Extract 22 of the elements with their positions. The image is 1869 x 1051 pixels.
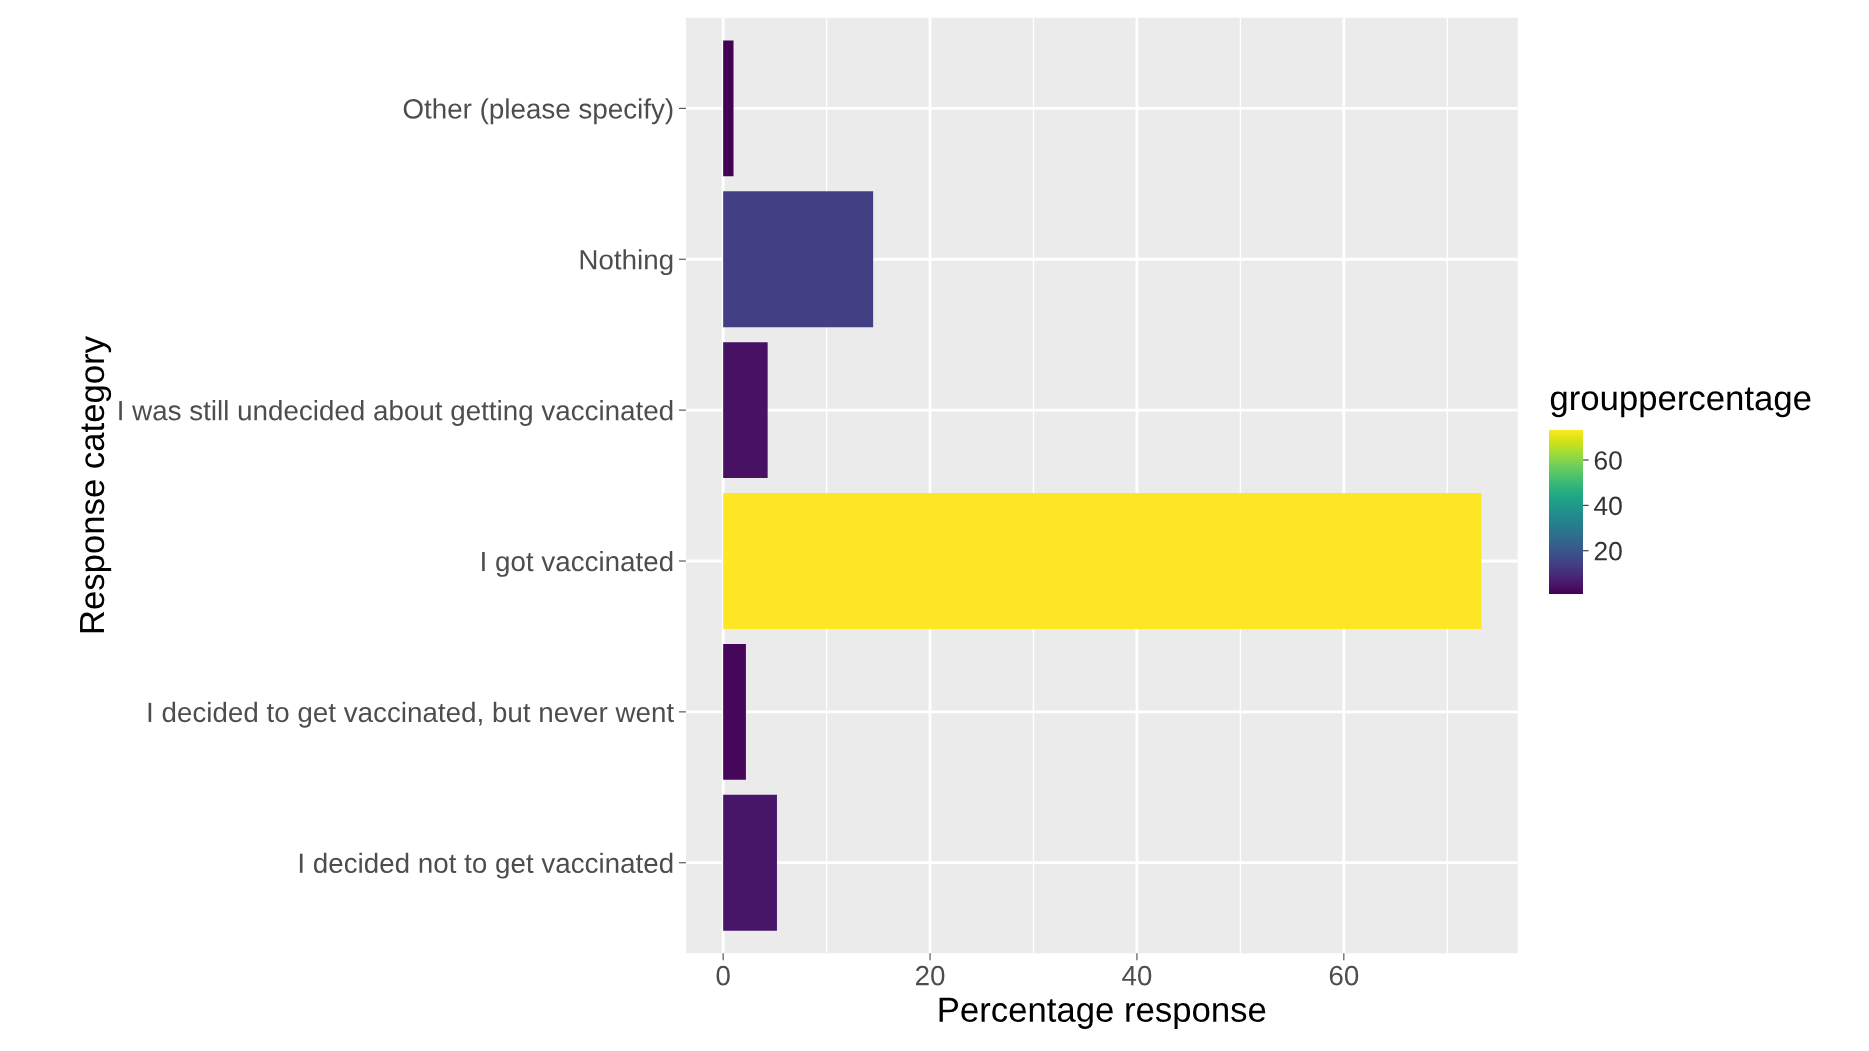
y-tick-label: I got vaccinated: [482, 550, 673, 577]
bar: [723, 40, 734, 177]
bar: [723, 342, 768, 479]
color-bar-label: 60: [1594, 451, 1622, 470]
bar: [723, 643, 746, 780]
x-tick-label: 60: [1329, 965, 1359, 986]
y-tick-label: I was still undecided about getting vaccinated: [119, 400, 673, 426]
color-bar-label: 20: [1594, 541, 1622, 561]
x-tick-label: 0: [716, 965, 730, 986]
color-bar-label: 40: [1594, 496, 1622, 516]
bar: [723, 191, 874, 328]
bar: [723, 794, 777, 931]
x-tick-label: 20: [916, 965, 945, 986]
y-tick-label: Other (please specify): [403, 98, 673, 125]
y-tick-label: I decided to get vaccinated, but never went: [148, 701, 674, 728]
y-axis-title: Response category: [80, 336, 112, 633]
bar: [723, 493, 1482, 629]
x-tick-label: 40: [1122, 965, 1152, 986]
color-bar-title: grouppercentage: [1550, 387, 1811, 418]
x-axis-title: Percentage response: [939, 997, 1266, 1029]
y-tick-label: I decided not to get vaccinated: [299, 852, 673, 879]
y-tick-label: Nothing: [580, 249, 673, 276]
